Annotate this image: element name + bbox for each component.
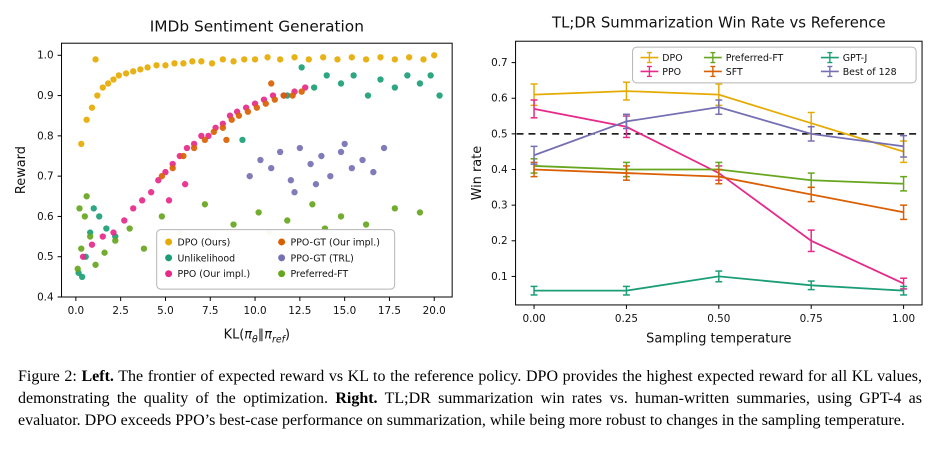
x-tick-label: 0.75 (800, 313, 823, 325)
legend-label-ppo: PPO (662, 67, 681, 78)
x-tick-label: 0.00 (523, 313, 546, 325)
caption-text: TL;DR summarization win rates vs. human-… (18, 390, 922, 430)
legend-label-ppo-our-impl: PPO (Our impl.) (178, 269, 251, 280)
legend-label-best-of-128: Best of 128 (843, 67, 897, 78)
series-best-of-128 (530, 99, 908, 165)
y-tick-label: 0.9 (37, 90, 54, 102)
series-dpo-ours (78, 52, 438, 148)
x-tick-label: 0.50 (707, 313, 730, 325)
x-axis-label: Sampling temperature (646, 332, 791, 347)
figure-2: IMDb Sentiment Generation 0.0 2.5 5.0 7.5 10.… (8, 6, 932, 432)
chart-title: TL;DR Summarization Win Rate vs Referenc… (551, 13, 886, 31)
x-tick-label: 0.0 (68, 305, 85, 317)
caption-bold-label: Right. (335, 390, 378, 408)
x-tick-label: 20.0 (423, 305, 446, 317)
legend-marker-dpo-ours (165, 238, 173, 246)
series-sft (530, 161, 908, 221)
legend-label-dpo-ours: DPO (Ours) (178, 237, 231, 248)
legend-label-ppo-gt-our-impl: PPO-GT (Our impl.) (291, 237, 380, 248)
y-axis-label: Win rate (470, 146, 485, 201)
x-tick-label: 7.5 (202, 305, 219, 317)
series-ppo-gt-trl (246, 140, 388, 196)
legend-marker-ppo-our-impl (165, 270, 173, 278)
x-tick-label: 12.5 (288, 305, 311, 317)
legend-label-dpo: DPO (662, 53, 682, 64)
x-tick-label: 17.5 (378, 305, 401, 317)
legend: DPO PPO Preferred-FT SFT GPT-J Best of 128 (632, 46, 917, 84)
caption-text: The frontier of expected reward vs KL to… (18, 368, 923, 408)
x-tick-label: 15.0 (333, 305, 356, 317)
tldr-winrate-chart: TL;DR Summarization Win Rate vs Referenc… (470, 13, 923, 347)
legend-label-ppo-gt-trl: PPO-GT (TRL) (291, 253, 354, 264)
y-tick-label: 0.8 (37, 130, 54, 142)
legend-label-unlikelihood: Unlikelihood (178, 253, 236, 264)
y-tick-label: 0.3 (491, 200, 508, 212)
x-tick-label: 0.25 (615, 313, 638, 325)
y-tick-label: 0.5 (491, 128, 508, 140)
charts-row: IMDb Sentiment Generation 0.0 2.5 5.0 7.5 10.… (8, 6, 932, 358)
y-tick-label: 0.6 (491, 93, 508, 105)
x-tick-label: 2.5 (112, 305, 129, 317)
x-tick-label: 5.0 (157, 305, 174, 317)
y-tick-label: 0.4 (491, 164, 508, 176)
caption-bold-label: Left. (81, 368, 114, 385)
series-ppo-gt-our-impl (158, 80, 305, 180)
x-tick-label: 1.00 (892, 313, 915, 325)
y-tick-label: 0.1 (491, 271, 508, 283)
chart-title: IMDb Sentiment Generation (150, 17, 364, 35)
legend: DPO (Ours) Unlikelihood PPO (Our impl.) PPO… (156, 229, 396, 290)
legend-marker-unlikelihood (165, 254, 173, 262)
x-tick-label: 10.0 (243, 305, 266, 317)
legend-label-gpt-j: GPT-J (843, 53, 868, 64)
figure-caption: Figure 2: Left. The frontier of expected… (18, 366, 922, 432)
y-axis-label: Reward (14, 146, 29, 194)
y-tick-label: 0.4 (37, 291, 54, 303)
legend-label-sft: SFT (726, 67, 743, 78)
y-tick-label: 0.5 (37, 251, 54, 263)
y-tick-label: 0.7 (491, 57, 508, 69)
legend-label-preferred-ft: Preferred-FT (726, 53, 784, 64)
imdb-sentiment-chart: IMDb Sentiment Generation 0.0 2.5 5.0 7.5 10.… (14, 17, 453, 346)
legend-marker-preferred-ft (278, 270, 286, 278)
y-tick-label: 1.0 (37, 50, 54, 62)
x-axis-label: KL(πθ∥πref) (224, 328, 290, 346)
legend-marker-ppo-gt-trl (278, 254, 286, 262)
y-tick-label: 0.6 (37, 211, 54, 223)
caption-text: Figure 2: (18, 368, 82, 385)
y-tick-label: 0.7 (37, 171, 54, 183)
y-tick-label: 0.2 (491, 235, 508, 247)
series-gpt-j (530, 270, 908, 296)
legend-label-preferred-ft: Preferred-FT (291, 269, 349, 280)
legend-marker-ppo-gt-our-impl (278, 238, 286, 246)
